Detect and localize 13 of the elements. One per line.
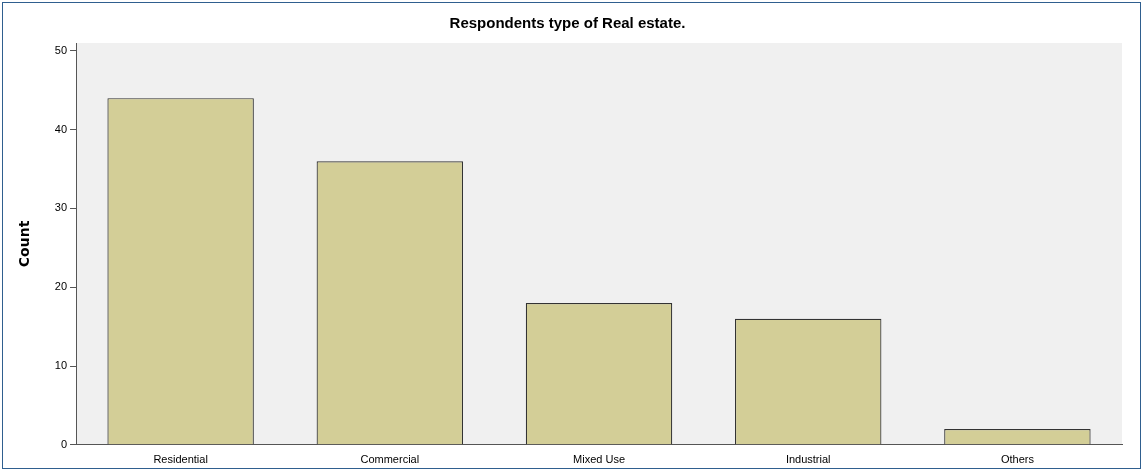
y-tick-label: 30 (54, 201, 68, 214)
chart-title: Respondents type of Real estate. (449, 14, 686, 32)
x-tick-label: Mixed Use (573, 453, 625, 466)
y-tick-label: 40 (54, 122, 68, 135)
x-tick-label: Residential (153, 453, 208, 466)
y-tick-label: 20 (54, 280, 68, 293)
x-tick-label: Others (1000, 453, 1035, 466)
y-tick-label: 0 (60, 437, 68, 450)
x-tick-label: Industrial (785, 453, 831, 466)
y-tick-label: 50 (54, 43, 68, 56)
y-tick-label: 10 (54, 359, 68, 372)
x-tick-label: Commercial (360, 453, 420, 466)
y-axis-title: Count (16, 220, 33, 268)
